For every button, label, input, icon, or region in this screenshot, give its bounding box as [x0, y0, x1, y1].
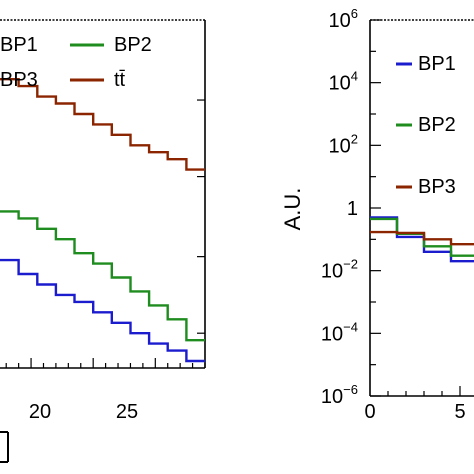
- tick-exponent: 6: [351, 6, 358, 21]
- left-x-tick-label: 20: [29, 401, 51, 423]
- right-legend: BP1 BP2 BP3: [396, 53, 456, 198]
- legend-label-bp1: BP1: [418, 53, 456, 75]
- right-tick-marks: [370, 19, 461, 397]
- left-panel: 20 25 BP1 BP3 BP2 tt̄: [0, 19, 206, 463]
- right-y-axis-label: A.U.: [280, 188, 305, 231]
- left-series-line-2: [0, 258, 205, 363]
- right-y-tick-label: 106: [329, 6, 358, 32]
- tick-exponent: −4: [343, 319, 358, 334]
- right-y-tick-label: 102: [329, 131, 358, 157]
- left-series-group: [0, 78, 205, 363]
- tick-base: 10: [329, 10, 351, 32]
- right-series-group: [370, 216, 474, 263]
- legend-label-bp3: BP3: [418, 176, 456, 198]
- right-y-tick-label: 1: [347, 198, 358, 220]
- tick-exponent: 2: [351, 131, 358, 146]
- tick-base: 10: [321, 386, 343, 408]
- left-tick-marks: [5, 99, 206, 368]
- right-x-tick-label: 0: [364, 401, 375, 423]
- right-y-tick-label: 104: [329, 69, 358, 95]
- tick-base: 10: [321, 323, 343, 345]
- tick-base: 10: [329, 73, 351, 95]
- right-y-tick-label: 10−4: [321, 319, 358, 345]
- left-x-tick-label: 25: [116, 401, 138, 423]
- right-x-tick-label: 5: [454, 401, 465, 423]
- legend-label-bp3: BP3: [0, 69, 38, 91]
- right-y-tick-label: 10−6: [321, 382, 358, 408]
- tick-base: 10: [321, 261, 343, 283]
- tick-exponent: −6: [343, 382, 358, 397]
- left-series-line-0: [0, 78, 205, 171]
- legend-label-bp2: BP2: [418, 114, 456, 136]
- left-x-label-fragment: [0, 431, 9, 463]
- legend-label-bp2: BP2: [114, 34, 152, 56]
- legend-label-ttbar: tt̄: [114, 69, 126, 91]
- tick-exponent: 4: [351, 69, 358, 84]
- right-y-tick-label: 10−2: [321, 257, 358, 283]
- right-series-line-0: [370, 216, 474, 263]
- legend-label-bp1: BP1: [0, 34, 38, 56]
- left-series-line-1: [0, 210, 205, 342]
- right-series-line-2: [370, 230, 474, 246]
- left-legend: BP1 BP3 BP2 tt̄: [0, 34, 152, 91]
- right-series-line-1: [370, 217, 474, 257]
- tick-base: 10: [329, 135, 351, 157]
- tick-exponent: −2: [343, 257, 358, 272]
